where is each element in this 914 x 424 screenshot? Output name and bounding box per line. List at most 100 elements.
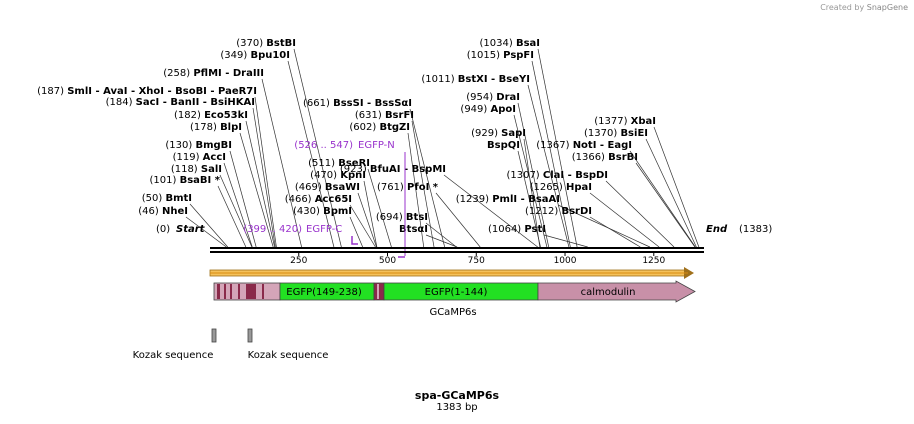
site-enzyme: Acc65I <box>315 194 352 205</box>
site-label[interactable]: (469) BsaWI <box>295 182 360 193</box>
feature-kozak-2[interactable]: Kozak sequence <box>247 328 329 361</box>
site-label[interactable]: (1367) NotI - EagI <box>536 140 632 151</box>
site-enzyme: BtgZI <box>379 122 410 133</box>
site-label[interactable]: (949) ApoI <box>460 104 516 115</box>
calmodulin-segment[interactable] <box>537 280 696 303</box>
site-label[interactable]: (661) BssSI - BssSαI <box>303 98 412 109</box>
site-label[interactable]: (602) BtgZI <box>349 122 410 133</box>
kozak-box-1 <box>211 328 217 343</box>
gcamp6s-label: GCaMP6s <box>429 307 476 318</box>
site-label[interactable]: (430) BpmI <box>293 206 352 217</box>
site-position: (130) <box>165 140 195 151</box>
site-label[interactable]: (118) SalI <box>171 164 222 175</box>
site-label[interactable]: (182) Eco53kI <box>174 110 248 121</box>
site-line <box>425 234 458 248</box>
site-label[interactable]: (101) BsaBI * <box>150 175 221 186</box>
site-label[interactable]: (50) BmtI <box>142 193 192 204</box>
site-label[interactable]: (466) Acc65I <box>285 194 352 205</box>
site-label[interactable]: BspQI <box>487 140 520 151</box>
site-label[interactable]: (923) BfuAI - BspMI <box>340 164 446 175</box>
site-label[interactable]: (511) BseRI <box>308 158 370 169</box>
site-enzyme: BspQI <box>487 140 520 151</box>
site-label[interactable]: (761) PfoI * <box>377 182 439 193</box>
map-title: spa-GCaMP6s <box>414 389 500 402</box>
site-line <box>407 132 425 248</box>
site-label[interactable]: (258) PflMI - DraIII <box>163 68 264 79</box>
site-label[interactable]: (1307) ClaI - BspDI <box>506 170 608 181</box>
site-position: (470) <box>310 170 340 181</box>
linker-band-1 <box>217 284 220 299</box>
site-enzyme: SapI <box>501 128 526 139</box>
site-label[interactable]: (470) KpnI <box>310 170 366 181</box>
site-label[interactable]: (631) BsrFI <box>355 110 414 121</box>
ruler-label-750: 750 <box>468 256 485 266</box>
site-label[interactable]: (119) AccI <box>173 152 226 163</box>
primer-egfp-n-name: EGFP-N <box>358 140 395 151</box>
site-label[interactable]: (370) BstBI <box>236 38 296 49</box>
orf-arrow[interactable] <box>209 267 694 279</box>
ruler: 250 500 750 1000 1250 <box>290 252 666 266</box>
site-label[interactable]: (1015) PspFI <box>467 50 534 61</box>
site-label[interactable]: (46) NheI <box>138 206 188 217</box>
site-label[interactable]: (184) SacI - BanII - BsiHKAI <box>106 97 255 108</box>
site-position: (182) <box>174 110 204 121</box>
feature-kozak-1[interactable]: Kozak sequence <box>133 328 217 361</box>
site-enzyme: BsaWI <box>325 182 360 193</box>
site-position: (1377) <box>594 116 630 127</box>
site-position: (46) <box>138 206 162 217</box>
site-line <box>349 204 376 248</box>
site-label[interactable]: (1265) HpaI <box>530 182 592 193</box>
site-label[interactable]: (1239) PmlI - BsaAI <box>456 194 560 205</box>
site-position: (1015) <box>467 50 503 61</box>
site-position: (949) <box>460 104 490 115</box>
site-line <box>435 192 481 248</box>
site-line <box>254 96 277 248</box>
site-label[interactable]: (349) Bpu10I <box>220 50 290 61</box>
site-label[interactable]: (1064) PstI <box>488 224 546 235</box>
site-label[interactable]: (178) BlpI <box>190 122 242 133</box>
site-enzyme: BfuAI - BspMI <box>370 164 446 175</box>
site-enzyme: KpnI <box>340 170 366 181</box>
site-label[interactable]: (1370) BsiEI <box>584 128 648 139</box>
egfp-1-144-label: EGFP(1-144) <box>425 287 488 298</box>
site-position: (661) <box>303 98 333 109</box>
ruler-label-250: 250 <box>290 256 307 266</box>
site-label[interactable]: (1034) BsaI <box>480 38 540 49</box>
site-line <box>531 60 571 248</box>
end-label: End <box>706 224 728 235</box>
site-position: (631) <box>355 110 385 121</box>
site-label[interactable]: (954) DraI <box>466 92 520 103</box>
site-label[interactable]: (187) SmlI - AvaI - XhoI - BsoBI - PaeR7… <box>37 86 257 97</box>
site-enzyme: BstBI <box>266 38 296 49</box>
primer-egfp-c[interactable]: (399 .. 420) EGFP-C <box>243 224 358 245</box>
site-enzyme: PflMI - DraIII <box>193 68 264 79</box>
mid-linker-band <box>377 284 379 299</box>
site-line <box>557 204 651 248</box>
site-label[interactable]: (1011) BstXI - BseYI <box>421 74 530 85</box>
site-line <box>517 150 541 248</box>
site-enzyme: PmlI - BsaAI <box>492 194 560 205</box>
linker-band-3 <box>230 284 232 299</box>
site-enzyme: BstXI - BseYI <box>458 74 530 85</box>
site-line <box>635 162 696 248</box>
site-labels: (46) NheI (50) BmtI (101) BsaBI *(118) Sal… <box>37 38 656 235</box>
site-enzyme: BsaI <box>516 38 540 49</box>
site-enzyme: Bpu10I <box>250 50 290 61</box>
site-position: (178) <box>190 122 220 133</box>
site-enzyme: HpaI <box>566 182 592 193</box>
site-label[interactable]: (1377) XbaI <box>594 116 656 127</box>
site-label[interactable]: (929) SapI <box>471 128 526 139</box>
site-label[interactable]: (1212) BsrDI <box>525 206 592 217</box>
site-enzyme: BtsI <box>406 212 428 223</box>
site-label[interactable]: (1366) BsrBI <box>572 152 638 163</box>
site-line <box>223 162 253 248</box>
site-enzyme: BtsαI <box>399 224 428 235</box>
site-position: (466) <box>285 194 315 205</box>
site-label[interactable]: BtsαI <box>399 224 428 235</box>
site-position: (923) <box>340 164 370 175</box>
site-label[interactable]: (694) BtsI <box>376 212 428 223</box>
primer-egfp-n[interactable]: (526 .. 547) EGFP-N <box>294 140 406 258</box>
site-label[interactable]: (130) BmgBI <box>165 140 232 151</box>
feature-gcamp6s[interactable]: EGFP(149-238) EGFP(1-144) calmodulin GCa… <box>213 280 696 318</box>
kozak-box-2 <box>247 328 253 343</box>
